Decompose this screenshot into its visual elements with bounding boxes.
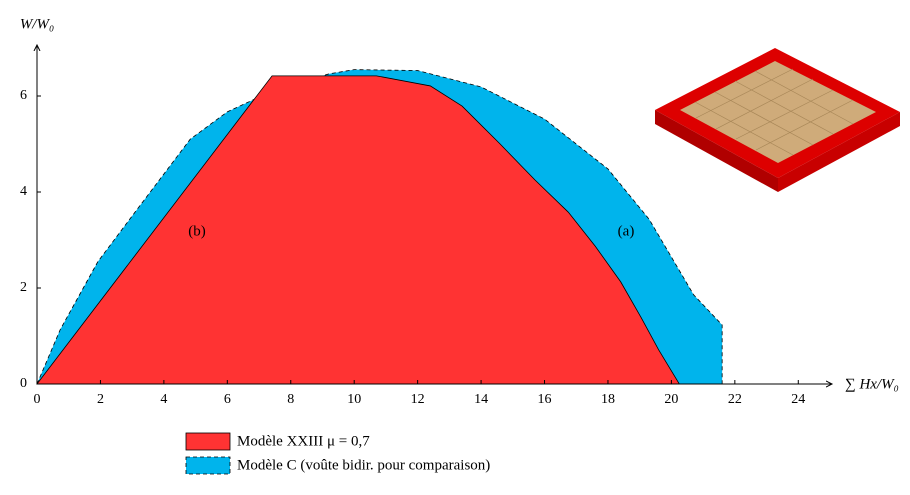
annotation: (a): [618, 223, 635, 239]
legend: Modèle XXIII μ = 0,7 Modèle C (voûte bidi…: [185, 432, 490, 475]
annotation: (b): [188, 223, 206, 239]
legend-swatch: [185, 456, 231, 475]
x-tick-label: 18: [601, 392, 615, 407]
y-tick-label: 6: [20, 88, 27, 103]
x-tick-label: 20: [664, 392, 678, 407]
x-tick-label: 24: [791, 392, 805, 407]
x-tick-label: 2: [97, 392, 104, 407]
x-tick-label: 8: [287, 392, 294, 407]
y-tick-label: 0: [20, 376, 27, 391]
legend-label: Modèle C (voûte bidir. pour comparaison): [237, 457, 490, 473]
x-tick-label: 6: [224, 392, 231, 407]
x-tick-label: 0: [34, 392, 41, 407]
area: [36, 75, 681, 385]
y-tick-label: 4: [20, 184, 27, 199]
x-tick-label: 10: [347, 392, 361, 407]
slab-illustration: [655, 48, 900, 192]
plot-area: [36, 69, 723, 385]
legend-swatch: [185, 432, 231, 451]
x-tick-label: 22: [728, 392, 742, 407]
x-tick-label: 4: [160, 392, 167, 407]
x-axis-label: ∑ Hx/W₀: [845, 376, 899, 392]
x-tick-label: 12: [411, 392, 425, 407]
legend-label: Modèle XXIII μ = 0,7: [237, 433, 370, 449]
y-axis-label: W/W₀: [20, 16, 54, 32]
x-tick-label: 16: [538, 392, 552, 407]
x-tick-label: 14: [474, 392, 488, 407]
y-tick-label: 2: [20, 280, 27, 295]
